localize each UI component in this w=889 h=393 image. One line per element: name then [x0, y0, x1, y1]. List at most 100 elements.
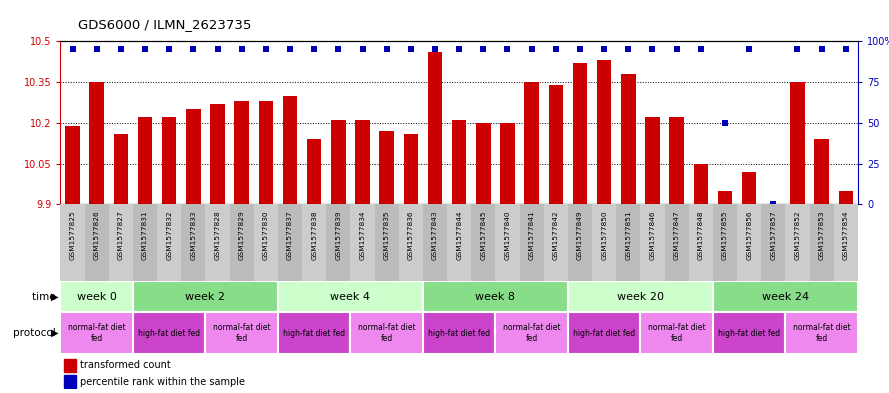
Bar: [399, 204, 423, 281]
Bar: [380, 131, 394, 204]
Bar: [592, 204, 616, 281]
Bar: [60, 281, 133, 312]
Text: GSM1577829: GSM1577829: [238, 211, 244, 260]
Bar: [737, 204, 761, 281]
Text: protocol: protocol: [12, 328, 59, 338]
Text: GSM1577832: GSM1577832: [166, 211, 172, 260]
Point: [645, 46, 660, 53]
Bar: [689, 204, 713, 281]
Text: GSM1577849: GSM1577849: [577, 211, 583, 260]
Point: [790, 46, 805, 53]
Text: GSM1577836: GSM1577836: [408, 211, 414, 260]
Text: GSM1577851: GSM1577851: [625, 211, 631, 260]
Bar: [138, 118, 152, 204]
Text: GDS6000 / ILMN_2623735: GDS6000 / ILMN_2623735: [78, 18, 252, 31]
Bar: [350, 312, 423, 354]
Bar: [84, 204, 108, 281]
Bar: [814, 139, 829, 204]
Point: [138, 46, 152, 53]
Text: GSM1577850: GSM1577850: [601, 211, 607, 260]
Bar: [283, 95, 297, 204]
Point: [66, 46, 80, 53]
Text: normal-fat diet
fed: normal-fat diet fed: [68, 323, 125, 343]
Point: [525, 46, 539, 53]
Text: GSM1577839: GSM1577839: [335, 211, 341, 260]
Bar: [790, 82, 805, 204]
Text: high-fat diet fed: high-fat diet fed: [573, 329, 636, 338]
Text: GSM1577841: GSM1577841: [529, 211, 534, 260]
Bar: [621, 74, 636, 204]
Bar: [374, 204, 399, 281]
Point: [766, 201, 781, 208]
Bar: [278, 204, 302, 281]
Bar: [549, 85, 563, 204]
Point: [742, 46, 757, 53]
Bar: [713, 204, 737, 281]
Text: GSM1577845: GSM1577845: [480, 211, 486, 260]
Bar: [495, 204, 519, 281]
Point: [814, 46, 829, 53]
Point: [669, 46, 684, 53]
Point: [187, 46, 201, 53]
Text: GSM1577852: GSM1577852: [795, 211, 800, 260]
Text: high-fat diet fed: high-fat diet fed: [283, 329, 345, 338]
Text: GSM1577842: GSM1577842: [553, 211, 559, 260]
Point: [259, 46, 273, 53]
Text: GSM1577837: GSM1577837: [287, 211, 293, 260]
Text: week 0: week 0: [76, 292, 116, 302]
Bar: [761, 204, 785, 281]
Bar: [64, 359, 76, 372]
Bar: [640, 312, 713, 354]
Text: GSM1577844: GSM1577844: [456, 211, 462, 260]
Text: week 2: week 2: [186, 292, 226, 302]
Bar: [471, 204, 495, 281]
Point: [597, 46, 612, 53]
Point: [549, 46, 563, 53]
Text: high-fat diet fed: high-fat diet fed: [428, 329, 490, 338]
Point: [428, 46, 442, 53]
Bar: [742, 172, 757, 204]
Text: normal-fat diet
fed: normal-fat diet fed: [212, 323, 270, 343]
Bar: [838, 191, 853, 204]
Bar: [65, 125, 80, 204]
Bar: [60, 312, 133, 354]
Text: percentile rank within the sample: percentile rank within the sample: [80, 377, 244, 387]
Point: [235, 46, 249, 53]
Text: GSM1577834: GSM1577834: [359, 211, 365, 260]
Text: normal-fat diet
fed: normal-fat diet fed: [793, 323, 851, 343]
Text: GSM1577830: GSM1577830: [263, 211, 268, 260]
Bar: [645, 118, 660, 204]
Bar: [326, 204, 350, 281]
Bar: [60, 204, 84, 281]
Point: [283, 46, 297, 53]
Point: [307, 46, 321, 53]
Bar: [108, 204, 133, 281]
Bar: [423, 281, 568, 312]
Bar: [544, 204, 568, 281]
Bar: [229, 204, 253, 281]
Point: [90, 46, 104, 53]
Bar: [597, 60, 612, 204]
Bar: [785, 204, 810, 281]
Bar: [640, 204, 665, 281]
Bar: [452, 120, 467, 204]
Bar: [181, 204, 205, 281]
Text: GSM1577838: GSM1577838: [311, 211, 317, 260]
Point: [501, 46, 515, 53]
Bar: [253, 204, 278, 281]
Bar: [356, 120, 370, 204]
Text: GSM1577854: GSM1577854: [843, 211, 849, 260]
Bar: [713, 312, 785, 354]
Text: week 4: week 4: [331, 292, 371, 302]
Point: [162, 46, 176, 53]
Bar: [616, 204, 640, 281]
Text: week 24: week 24: [762, 292, 809, 302]
Point: [573, 46, 587, 53]
Bar: [350, 204, 374, 281]
Bar: [495, 312, 568, 354]
Bar: [477, 123, 491, 204]
Point: [356, 46, 370, 53]
Text: GSM1577828: GSM1577828: [214, 211, 220, 260]
Point: [453, 46, 467, 53]
Text: normal-fat diet
fed: normal-fat diet fed: [358, 323, 415, 343]
